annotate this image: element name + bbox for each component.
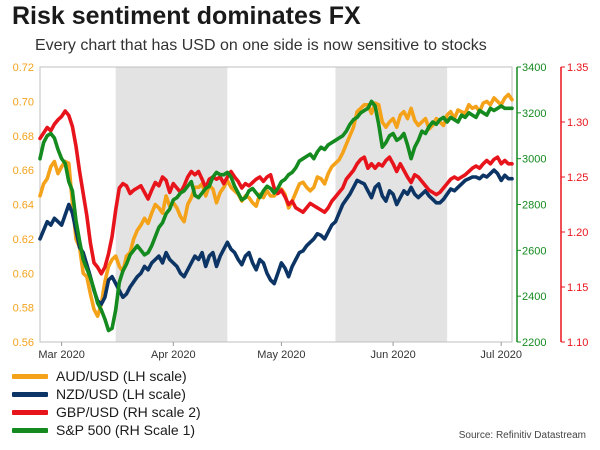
left-axis-tick-label: 0.58 — [13, 303, 34, 315]
right-axis-2-tick-label: 1.30 — [567, 117, 588, 129]
left-axis-tick-label: 0.66 — [13, 165, 34, 177]
legend-label: NZD/USD (LH scale) — [56, 386, 186, 402]
legend-swatch — [12, 391, 48, 397]
chart-title: Risk sentiment dominates FX — [12, 2, 361, 30]
left-axis-tick-label: 0.62 — [13, 234, 34, 246]
legend-label: AUD/USD (LH scale) — [56, 368, 187, 384]
right-axis-2-tick-label: 1.25 — [567, 172, 588, 184]
right-axis-2-tick-label: 1.15 — [567, 282, 588, 294]
right-axis-1-tick-label: 3400 — [522, 62, 546, 74]
right-axis-1-tick-label: 2400 — [522, 291, 546, 303]
right-axis-2-tick-label: 1.35 — [567, 62, 588, 74]
plot-frame — [39, 66, 513, 343]
left-axis-tick-label: 0.72 — [13, 62, 34, 74]
legend-item: S&P 500 (RH Scale 1) — [12, 421, 201, 439]
shaded-period — [335, 67, 448, 342]
source-note: Source: Refinitiv Datastream — [458, 430, 586, 441]
right-axis-1-tick-label: 2600 — [522, 245, 546, 257]
chart-subtitle: Every chart that has USD on one side is … — [35, 37, 487, 54]
x-axis-tick-label: Jul 2020 — [480, 349, 522, 361]
left-axis-tick-label: 0.68 — [13, 131, 34, 143]
right-axis-2-tick-label: 1.10 — [567, 337, 588, 349]
series-line-4 — [38, 99, 514, 333]
left-axis-tick-label: 0.56 — [13, 337, 34, 349]
left-axis-tick-label: 0.70 — [13, 96, 34, 108]
right-axis-1-tick-label: 3200 — [522, 108, 546, 120]
legend-swatch — [12, 427, 48, 433]
right-axis-1-tick-label: 3000 — [522, 154, 546, 166]
legend-label: GBP/USD (RH scale 2) — [56, 404, 201, 420]
legend-item: GBP/USD (RH scale 2) — [12, 403, 201, 421]
x-axis-tick-label: Apr 2020 — [151, 349, 196, 361]
right-axis-1-tick-label: 2200 — [522, 337, 546, 349]
x-axis-tick-label: May 2020 — [257, 349, 305, 361]
x-axis-tick-label: Jun 2020 — [370, 349, 415, 361]
left-axis-tick-label: 0.64 — [13, 200, 34, 212]
left-axis-tick-label: 0.60 — [13, 268, 34, 280]
legend-label: S&P 500 (RH Scale 1) — [56, 422, 196, 438]
legend-item: NZD/USD (LH scale) — [12, 385, 201, 403]
x-axis-tick-label: Mar 2020 — [38, 349, 84, 361]
legend-swatch — [12, 373, 48, 379]
legend-item: AUD/USD (LH scale) — [12, 367, 201, 385]
legend-swatch — [12, 409, 48, 415]
right-axis-2-tick-label: 1.20 — [567, 227, 588, 239]
right-axis-1-tick-label: 2800 — [522, 200, 546, 212]
legend: AUD/USD (LH scale) NZD/USD (LH scale) GBP/… — [12, 367, 201, 439]
